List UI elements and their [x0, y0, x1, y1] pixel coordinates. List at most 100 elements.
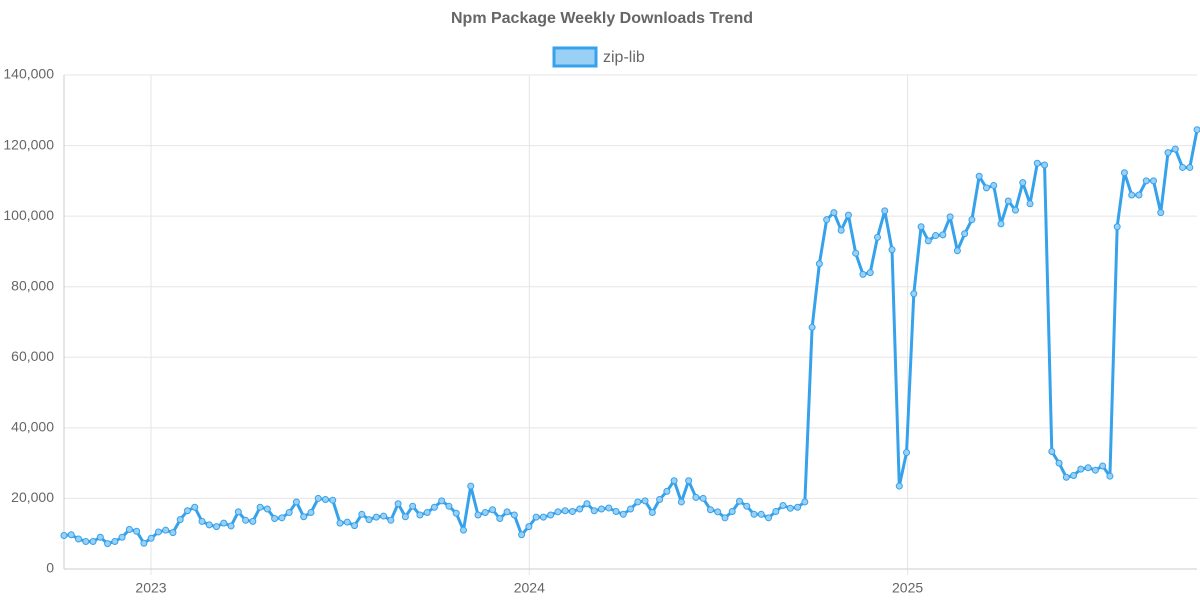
data-point	[249, 517, 257, 525]
data-point	[242, 516, 250, 524]
y-tick-label: 80,000	[11, 277, 54, 293]
y-tick-label: 40,000	[11, 419, 54, 435]
data-point	[1019, 179, 1027, 187]
data-point	[351, 522, 359, 530]
data-point	[220, 519, 228, 527]
data-point	[234, 508, 242, 516]
data-point	[1070, 471, 1078, 479]
data-point	[336, 519, 344, 527]
data-point	[692, 493, 700, 501]
data-point	[438, 497, 446, 505]
data-point	[670, 477, 678, 485]
data-point	[82, 537, 90, 545]
data-point	[590, 507, 598, 515]
data-point	[968, 216, 976, 224]
data-point	[1077, 465, 1085, 473]
data-point	[561, 507, 569, 515]
data-point	[176, 516, 184, 524]
y-tick-label: 0	[46, 560, 54, 576]
data-point	[801, 498, 809, 506]
data-point	[183, 507, 191, 515]
data-point	[866, 269, 874, 277]
data-point	[1120, 169, 1128, 177]
data-point	[539, 513, 547, 521]
data-point	[1048, 447, 1056, 455]
data-point	[467, 482, 475, 490]
data-point	[1179, 163, 1187, 171]
data-point	[474, 511, 482, 519]
data-point	[554, 508, 562, 516]
data-point	[706, 506, 714, 514]
data-point	[307, 509, 315, 517]
data-point	[1099, 462, 1107, 470]
data-point	[663, 487, 671, 495]
data-point	[321, 495, 329, 503]
data-point	[162, 526, 170, 534]
data-point	[823, 216, 831, 224]
data-point	[568, 507, 576, 515]
data-point	[743, 502, 751, 510]
data-point	[837, 226, 845, 234]
data-point	[1041, 161, 1049, 169]
data-point	[489, 506, 497, 514]
y-tick-label: 20,000	[11, 489, 54, 505]
data-point	[1186, 163, 1194, 171]
data-point	[1004, 197, 1012, 205]
data-point	[583, 500, 591, 508]
data-point	[387, 516, 395, 524]
data-point	[547, 511, 555, 519]
data-point	[1157, 209, 1165, 217]
data-point	[903, 449, 911, 457]
data-point	[895, 482, 903, 490]
data-point	[1142, 177, 1150, 185]
data-point	[430, 503, 438, 511]
data-point	[278, 514, 286, 522]
data-point	[89, 537, 97, 545]
data-point	[765, 514, 773, 522]
data-point	[263, 505, 271, 513]
data-point	[1055, 459, 1063, 467]
data-point	[343, 518, 351, 526]
data-point	[917, 223, 925, 231]
data-point	[757, 510, 765, 518]
data-point	[525, 523, 533, 531]
data-point	[750, 510, 758, 518]
data-point	[445, 502, 453, 510]
data-point	[714, 508, 722, 516]
data-point	[612, 507, 620, 515]
data-point	[1128, 191, 1136, 199]
data-point	[96, 533, 104, 541]
data-point	[329, 496, 337, 504]
data-point	[300, 513, 308, 521]
legend-label: zip-lib	[603, 49, 645, 66]
data-point	[597, 505, 605, 513]
data-point	[227, 522, 235, 530]
data-point	[990, 181, 998, 189]
data-point	[815, 260, 823, 268]
data-point	[285, 509, 293, 517]
data-point	[365, 516, 373, 524]
data-point	[75, 535, 83, 543]
x-tick-label: 2025	[892, 580, 923, 596]
data-point	[1084, 464, 1092, 472]
data-point	[394, 500, 402, 508]
data-point	[844, 211, 852, 219]
data-point	[191, 503, 199, 511]
data-point	[1149, 177, 1157, 185]
data-point	[147, 534, 155, 542]
data-point	[213, 523, 221, 531]
data-point	[939, 231, 947, 239]
data-point	[576, 505, 584, 513]
data-point	[372, 513, 380, 521]
data-point	[1193, 126, 1200, 134]
data-point	[605, 504, 613, 512]
data-point	[423, 509, 431, 517]
data-point	[699, 494, 707, 502]
data-point	[997, 220, 1005, 228]
data-point	[859, 270, 867, 278]
data-point	[619, 510, 627, 518]
x-tick-label: 2023	[135, 580, 166, 596]
data-point	[481, 509, 489, 517]
data-point	[677, 498, 685, 506]
